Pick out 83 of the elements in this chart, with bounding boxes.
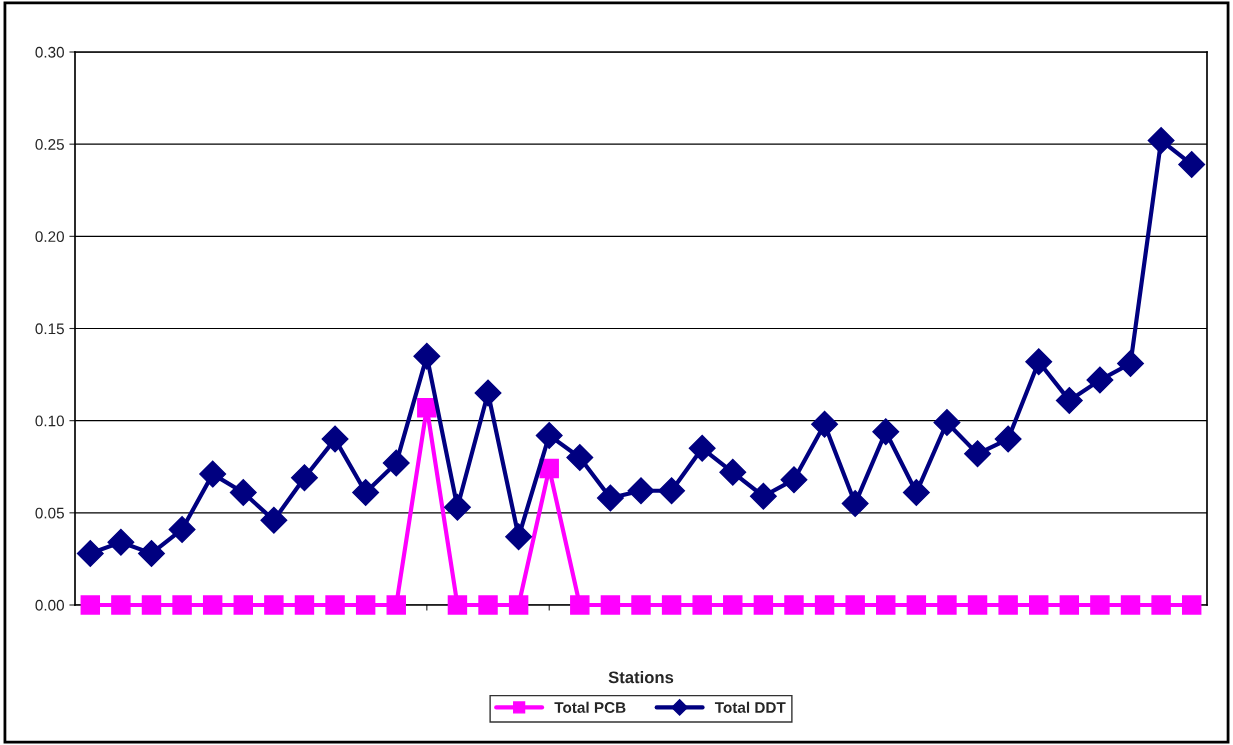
- point: [505, 523, 533, 551]
- point: [80, 595, 101, 615]
- point: [600, 595, 621, 615]
- point: [964, 440, 992, 468]
- point: [447, 595, 468, 615]
- point: [876, 595, 896, 615]
- point: [417, 398, 437, 418]
- point: [570, 595, 590, 615]
- point: [596, 484, 624, 512]
- point: [1178, 150, 1206, 178]
- point: [1059, 595, 1080, 615]
- point: [692, 595, 712, 615]
- point: [508, 595, 529, 615]
- point: [1117, 350, 1144, 377]
- point: [260, 506, 288, 534]
- legend-label: Total DDT: [714, 701, 786, 713]
- point: [264, 595, 284, 615]
- y-tick-label: 0.20: [35, 231, 64, 243]
- point: [321, 425, 349, 453]
- point: [294, 595, 315, 615]
- point: [906, 595, 927, 615]
- point: [661, 595, 682, 615]
- point: [352, 479, 380, 507]
- x-axis-title: Stations: [608, 670, 674, 684]
- point: [811, 410, 839, 438]
- point: [784, 595, 804, 615]
- y-tick-label: 0.15: [35, 323, 64, 335]
- point: [872, 418, 900, 446]
- point: [1090, 595, 1110, 615]
- point: [229, 479, 257, 507]
- point: [478, 595, 498, 615]
- point: [386, 595, 406, 615]
- point: [902, 479, 930, 507]
- point: [76, 539, 104, 567]
- point: [474, 379, 502, 407]
- point: [202, 595, 223, 615]
- point: [138, 539, 165, 567]
- point: [1147, 127, 1175, 154]
- point: [535, 421, 563, 449]
- point: [841, 490, 869, 518]
- point: [658, 477, 686, 505]
- point: [290, 464, 318, 492]
- point: [1120, 595, 1141, 615]
- point: [355, 595, 376, 615]
- point: [933, 409, 961, 436]
- point: [723, 595, 743, 615]
- legend-label: Total PCB: [554, 701, 626, 713]
- point: [814, 595, 835, 615]
- point: [749, 482, 777, 510]
- point: [998, 595, 1018, 615]
- point: [172, 595, 192, 615]
- point: [688, 434, 716, 462]
- point: [566, 444, 594, 471]
- point: [1025, 348, 1053, 376]
- point: [631, 595, 651, 615]
- y-tick-label: 0.25: [35, 139, 64, 150]
- point: [937, 595, 957, 615]
- point: [994, 425, 1022, 453]
- point: [111, 595, 131, 615]
- point: [443, 493, 471, 521]
- y-tick-label: 0.05: [35, 507, 64, 519]
- y-tick-label: 0.10: [35, 415, 64, 427]
- point: [413, 342, 441, 370]
- point: [967, 595, 988, 615]
- point: [780, 466, 808, 494]
- point: [382, 449, 410, 477]
- y-tick-label: 0.00: [35, 599, 64, 611]
- point: [1151, 595, 1171, 615]
- point: [199, 460, 227, 488]
- point: [719, 458, 747, 486]
- point: [325, 595, 345, 615]
- point: [1055, 386, 1083, 414]
- point: [141, 595, 162, 615]
- point: [845, 595, 865, 615]
- y-tick-label: 0.30: [35, 46, 64, 58]
- point: [627, 477, 655, 505]
- point: [168, 515, 196, 543]
- point: [107, 528, 135, 556]
- point: [753, 595, 774, 615]
- point: [1029, 595, 1049, 615]
- point: [1086, 366, 1114, 394]
- point: [233, 595, 253, 615]
- point: [1181, 595, 1202, 615]
